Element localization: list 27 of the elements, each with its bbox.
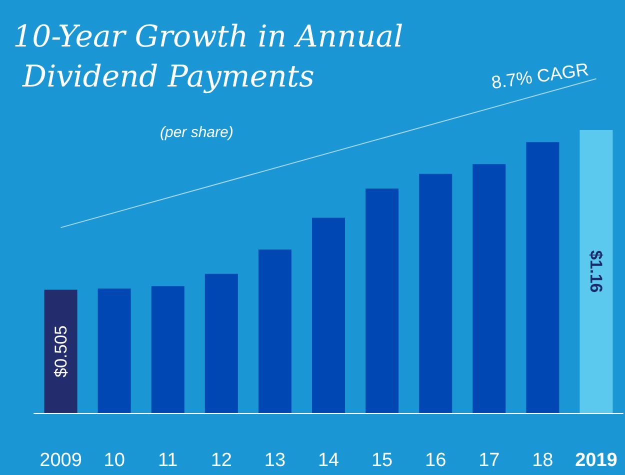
bar xyxy=(312,218,345,413)
bar xyxy=(258,250,292,413)
x-tick-label: 17 xyxy=(478,450,500,471)
x-tick-label: 12 xyxy=(210,450,232,471)
data-label: $1.16 xyxy=(586,250,606,293)
data-label: $0.505 xyxy=(51,325,70,378)
x-tick-label: 18 xyxy=(532,450,554,471)
x-tick-label: 16 xyxy=(425,450,446,471)
chart-title: 10-Year Growth in Annual Dividend Payments xyxy=(13,20,404,94)
bar xyxy=(204,274,238,413)
bar xyxy=(44,290,78,413)
x-tick-label: 2019 xyxy=(575,450,618,471)
bar xyxy=(151,286,184,413)
text: (per share) xyxy=(160,124,234,141)
bar xyxy=(472,164,506,413)
x-tick-label: 15 xyxy=(371,450,393,471)
bar xyxy=(419,174,452,413)
x-tick-label: 14 xyxy=(318,450,340,471)
x-tick-label: 13 xyxy=(264,450,286,471)
annotation: 8.7% CAGR xyxy=(490,59,590,93)
bar xyxy=(526,142,560,413)
x-tick-label: 11 xyxy=(158,450,178,471)
x-tick-label: 10 xyxy=(104,450,125,471)
bar xyxy=(580,130,613,413)
bar xyxy=(366,188,399,413)
bar xyxy=(98,288,131,413)
x-tick-label: 2009 xyxy=(40,450,82,471)
